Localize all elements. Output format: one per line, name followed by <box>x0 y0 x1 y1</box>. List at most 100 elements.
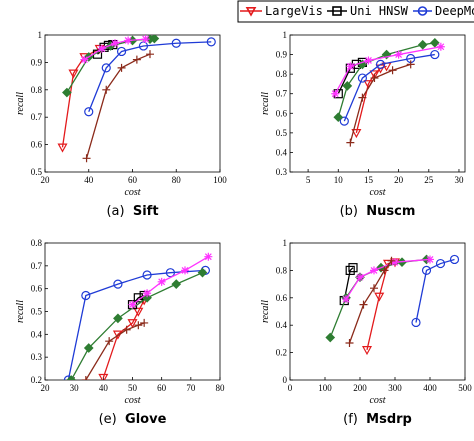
plot-area <box>325 254 460 356</box>
marker <box>133 307 144 317</box>
marker <box>81 290 91 301</box>
caption-label: (e) <box>99 412 117 427</box>
marker <box>141 35 150 44</box>
marker <box>364 56 373 65</box>
marker <box>359 300 368 309</box>
y-axis-label: recall <box>15 92 26 115</box>
marker <box>134 321 143 330</box>
x-tick-label: 30 <box>70 383 80 393</box>
marker <box>101 63 111 73</box>
y-tick-label: 1 <box>283 238 288 248</box>
marker <box>449 254 460 265</box>
marker <box>391 258 399 267</box>
marker <box>417 39 428 50</box>
marker <box>149 35 160 44</box>
series-line <box>61 48 100 148</box>
subplot-caption: (a) Sift <box>106 204 158 219</box>
x-tick-label: 30 <box>454 175 464 185</box>
marker <box>348 263 358 273</box>
subplot-caption: (e) Glove <box>99 412 167 427</box>
marker <box>111 39 119 48</box>
y-tick-label: 0.8 <box>31 85 43 95</box>
marker <box>351 129 362 139</box>
y-tick-label: 0.9 <box>276 50 288 60</box>
y-tick-label: 0.4 <box>276 320 288 330</box>
marker <box>68 69 79 79</box>
y-tick-label: 0.6 <box>31 284 43 294</box>
marker <box>388 66 397 75</box>
y-tick-label: 0.6 <box>276 293 288 303</box>
marker <box>62 87 72 98</box>
marker <box>113 313 123 324</box>
axes-frame <box>289 242 466 381</box>
marker <box>426 255 434 264</box>
marker <box>165 268 176 278</box>
x-tick-label: 70 <box>186 383 196 393</box>
y-axis-label: recall <box>260 92 271 115</box>
marker <box>387 256 396 265</box>
marker <box>346 62 355 71</box>
y-tick-label: 0 <box>283 375 288 385</box>
marker <box>361 346 373 356</box>
marker <box>375 59 386 69</box>
marker <box>339 116 349 126</box>
y-tick-label: 0.6 <box>31 140 43 150</box>
marker <box>66 375 77 380</box>
marker <box>98 373 109 380</box>
series-line <box>343 53 435 122</box>
marker <box>394 50 403 59</box>
marker <box>370 284 378 293</box>
subplot-caption: (f) Msdrp <box>343 412 412 427</box>
x-tick-label: 100 <box>213 175 227 185</box>
x-tick-label: 60 <box>157 383 167 393</box>
marker <box>325 332 336 343</box>
y-tick-label: 0.7 <box>31 261 43 271</box>
marker <box>346 138 355 147</box>
x-tick-label: 80 <box>172 175 182 185</box>
x-tick-label: 40 <box>84 175 94 185</box>
caption-label: (b) <box>340 204 358 219</box>
marker <box>80 55 89 64</box>
marker <box>57 143 68 153</box>
caption-label: (a) <box>106 204 124 219</box>
y-tick-label: 0.4 <box>276 147 288 157</box>
y-axis-label: recall <box>260 300 271 323</box>
marker <box>430 49 440 60</box>
marker <box>143 289 152 298</box>
marker <box>369 70 380 80</box>
y-tick-label: 0.3 <box>276 167 288 177</box>
y-tick-label: 0.3 <box>31 352 43 362</box>
series-line <box>102 299 145 378</box>
x-tick-label: 80 <box>216 383 226 393</box>
marker <box>140 318 149 327</box>
marker <box>406 60 415 69</box>
marker <box>157 277 166 286</box>
marker <box>102 85 111 94</box>
caption-label: (f) <box>343 412 358 427</box>
x-axis-label: cost <box>124 187 140 198</box>
x-axis-label: cost <box>124 395 140 406</box>
marker <box>132 55 141 64</box>
x-tick-label: 15 <box>364 175 374 185</box>
subplot-caption: (b) Nuscm <box>340 204 416 219</box>
legend-box <box>237 0 474 23</box>
x-axis-label: cost <box>369 187 385 198</box>
marker <box>84 107 94 117</box>
marker <box>206 37 216 47</box>
marker <box>245 7 257 17</box>
y-tick-label: 0.2 <box>276 348 287 358</box>
marker <box>171 38 181 48</box>
marker <box>105 337 114 346</box>
marker <box>333 112 344 123</box>
marker <box>435 258 446 269</box>
series-line <box>343 267 354 301</box>
marker <box>342 81 353 91</box>
x-tick-label: 50 <box>128 383 138 393</box>
marker <box>204 252 213 261</box>
x-tick-label: 20 <box>41 383 51 393</box>
x-tick-label: 25 <box>424 175 434 185</box>
marker <box>358 93 367 102</box>
legend-label: Uni HNSW <box>350 4 409 18</box>
y-tick-label: 0.6 <box>276 108 288 118</box>
